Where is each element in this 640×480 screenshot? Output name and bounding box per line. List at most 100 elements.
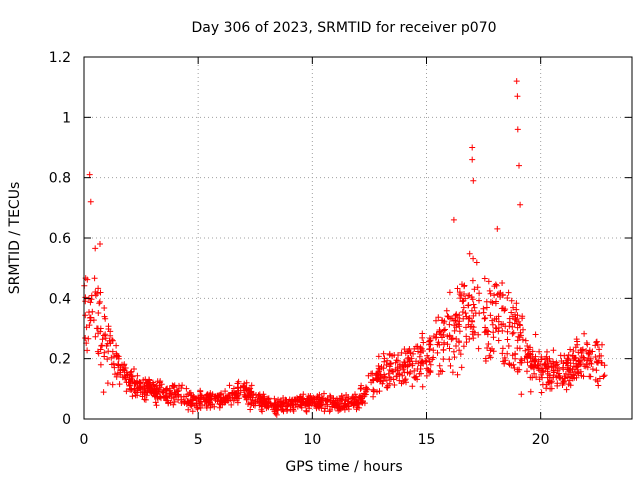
data-point bbox=[405, 348, 412, 354]
data-point bbox=[485, 328, 492, 335]
data-point bbox=[87, 198, 94, 205]
data-point bbox=[475, 345, 482, 352]
data-point bbox=[426, 358, 433, 365]
data-point bbox=[387, 360, 394, 367]
data-point bbox=[420, 339, 427, 346]
data-point bbox=[532, 331, 539, 338]
data-point bbox=[336, 403, 343, 410]
data-point bbox=[456, 347, 463, 354]
data-point bbox=[108, 361, 115, 368]
data-point bbox=[566, 377, 573, 384]
data-point bbox=[356, 393, 363, 400]
data-point bbox=[116, 381, 123, 388]
data-point bbox=[561, 352, 568, 359]
data-point bbox=[131, 366, 137, 372]
data-point bbox=[106, 337, 113, 344]
data-point bbox=[489, 321, 496, 328]
data-point bbox=[153, 402, 160, 409]
data-point bbox=[482, 315, 489, 321]
data-point bbox=[470, 301, 477, 308]
data-point bbox=[521, 355, 528, 362]
data-point bbox=[337, 395, 344, 402]
data-point bbox=[86, 309, 92, 316]
data-point bbox=[475, 331, 482, 338]
data-point bbox=[156, 386, 163, 393]
data-point bbox=[596, 346, 603, 353]
data-point bbox=[117, 371, 124, 378]
data-point bbox=[460, 297, 467, 304]
data-point bbox=[505, 289, 512, 296]
data-point bbox=[352, 391, 358, 398]
data-point bbox=[236, 395, 242, 402]
data-point bbox=[592, 354, 599, 360]
data-point bbox=[409, 362, 416, 369]
data-point bbox=[400, 366, 407, 373]
data-point bbox=[355, 397, 362, 403]
data-point bbox=[466, 292, 473, 299]
data-point bbox=[103, 342, 110, 349]
data-point bbox=[575, 358, 582, 365]
data-point bbox=[476, 297, 482, 304]
data-point bbox=[447, 362, 454, 369]
data-point bbox=[392, 359, 399, 366]
data-point bbox=[326, 408, 333, 415]
data-point bbox=[482, 358, 489, 364]
data-point bbox=[543, 385, 550, 392]
data-point bbox=[269, 402, 276, 409]
data-point bbox=[474, 284, 481, 291]
data-point bbox=[517, 329, 524, 336]
x-tick-label: 10 bbox=[303, 432, 321, 448]
data-point bbox=[460, 304, 467, 311]
data-point bbox=[563, 386, 570, 393]
data-point bbox=[179, 382, 186, 389]
data-point bbox=[458, 364, 465, 371]
data-point bbox=[573, 374, 580, 381]
data-point bbox=[465, 302, 472, 309]
data-point bbox=[416, 353, 423, 360]
data-point bbox=[470, 177, 477, 184]
data-point bbox=[105, 348, 112, 355]
data-point bbox=[504, 336, 511, 343]
data-point bbox=[446, 356, 453, 363]
data-point bbox=[437, 331, 444, 338]
data-point bbox=[514, 324, 521, 331]
data-point bbox=[221, 399, 228, 406]
data-point bbox=[231, 390, 238, 397]
data-point bbox=[587, 355, 594, 362]
data-point bbox=[596, 352, 603, 359]
data-point bbox=[548, 385, 555, 392]
data-point bbox=[264, 403, 271, 410]
data-point bbox=[112, 371, 118, 378]
y-tick-label: 0 bbox=[62, 412, 71, 428]
data-point bbox=[101, 305, 108, 311]
data-point bbox=[398, 349, 405, 356]
data-point bbox=[245, 394, 252, 401]
axis-ticks bbox=[83, 56, 632, 420]
data-point bbox=[395, 370, 402, 377]
data-point bbox=[564, 374, 571, 381]
data-point bbox=[601, 372, 608, 379]
data-point bbox=[174, 388, 181, 395]
data-point bbox=[313, 396, 320, 403]
data-point bbox=[134, 372, 141, 379]
data-point bbox=[514, 368, 521, 375]
data-point bbox=[299, 396, 306, 402]
data-point bbox=[471, 304, 478, 311]
x-tick-label: 0 bbox=[80, 432, 89, 448]
data-point bbox=[594, 341, 601, 348]
data-point bbox=[97, 346, 104, 353]
data-point bbox=[121, 373, 128, 379]
data-point bbox=[495, 337, 502, 344]
data-point bbox=[426, 338, 433, 345]
data-point bbox=[394, 364, 401, 371]
data-point bbox=[570, 357, 577, 364]
data-point bbox=[194, 404, 201, 411]
data-point bbox=[490, 334, 497, 341]
data-point bbox=[388, 368, 395, 374]
data-point bbox=[440, 356, 447, 363]
data-point bbox=[303, 407, 310, 414]
data-point bbox=[432, 334, 439, 341]
data-point bbox=[582, 363, 589, 370]
data-point bbox=[451, 327, 458, 334]
data-point bbox=[550, 360, 557, 367]
